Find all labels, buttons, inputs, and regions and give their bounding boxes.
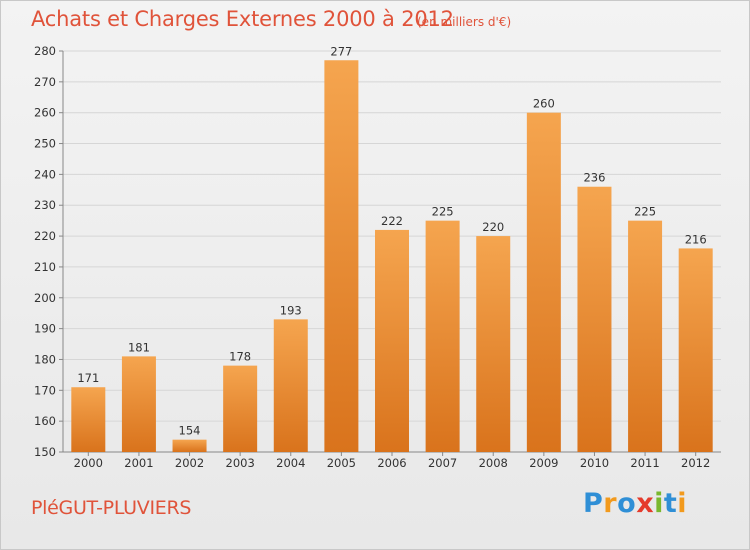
value-label: 216: [685, 232, 707, 246]
bar: [375, 229, 409, 452]
value-label: 225: [432, 205, 454, 219]
bar: [273, 319, 308, 452]
x-tick-label: 2001: [124, 456, 153, 470]
value-label: 220: [482, 220, 504, 234]
bars: [71, 60, 713, 452]
bar: [476, 236, 511, 452]
logo-letter: x: [636, 488, 655, 519]
bar: [577, 186, 612, 452]
value-label: 171: [77, 371, 99, 385]
bar: [71, 387, 106, 452]
x-tick-label: 2002: [175, 456, 204, 470]
x-tick-label: 2004: [276, 456, 305, 470]
value-label: 193: [280, 303, 302, 317]
y-tick-label: 180: [34, 352, 56, 366]
value-label: 154: [179, 424, 201, 438]
x-tick-label: 2006: [377, 456, 406, 470]
value-label: 222: [381, 214, 403, 228]
logo-letter: t: [663, 488, 678, 519]
y-tick-label: 170: [34, 383, 56, 397]
x-tick-label: 2000: [74, 456, 103, 470]
y-tick-label: 150: [34, 445, 56, 459]
value-label: 236: [583, 171, 605, 185]
bar: [425, 220, 460, 452]
y-tick-label: 250: [34, 137, 56, 151]
y-tick-label: 260: [34, 106, 56, 120]
logo-letter: o: [617, 488, 637, 519]
x-tick-label: 2009: [529, 456, 558, 470]
x-tick-labels: 2000 2001 2002 2003 2004 2005 2006 2007 2008 2009…: [74, 456, 711, 470]
y-tick-label: 210: [34, 260, 56, 274]
y-tick-label: 190: [34, 322, 56, 336]
x-tick-label: 2008: [479, 456, 508, 470]
y-tick-label: 200: [34, 291, 56, 305]
x-tick-label: 2005: [327, 456, 356, 470]
bar: [223, 365, 258, 452]
logo-letter: P: [583, 488, 604, 519]
y-tick-labels: 150 160 170 180 190 200 210 220 230 240 250 260 270 2…: [34, 44, 56, 459]
y-tick-label: 160: [34, 414, 56, 428]
bar: [628, 220, 663, 452]
x-tick-label: 2010: [580, 456, 609, 470]
bar: [172, 439, 207, 452]
y-tick-label: 280: [34, 44, 56, 58]
bar: [324, 60, 359, 452]
chart-subtitle: (en milliers d'€): [417, 15, 512, 29]
commune-name: PléGUT-PLUVIERS: [31, 497, 192, 519]
bar: [678, 248, 713, 452]
x-tick-label: 2007: [428, 456, 457, 470]
value-label: 181: [128, 340, 150, 354]
value-label: 225: [634, 205, 656, 219]
logo-letter: i: [654, 488, 664, 519]
x-tick-label: 2012: [681, 456, 710, 470]
bar: [526, 112, 561, 452]
proxiti-logo[interactable]: Proxiti: [583, 488, 687, 519]
x-tick-label: 2011: [630, 456, 659, 470]
value-label: 178: [229, 350, 251, 364]
x-tick-label: 2003: [226, 456, 255, 470]
value-label: 260: [533, 97, 555, 111]
y-tick-label: 220: [34, 229, 56, 243]
y-tick-label: 270: [34, 75, 56, 89]
value-labels: 171 181 154 178 193 277 222 225 220 260 236 225 216: [77, 44, 706, 437]
value-label: 277: [330, 44, 352, 58]
chart-title: Achats et Charges Externes 2000 à 2012: [31, 7, 454, 31]
y-tick-label: 230: [34, 198, 56, 212]
logo-letter: r: [603, 488, 618, 519]
y-tick-label: 240: [34, 167, 56, 181]
bar: [121, 356, 156, 452]
logo-letter: i: [677, 488, 688, 519]
